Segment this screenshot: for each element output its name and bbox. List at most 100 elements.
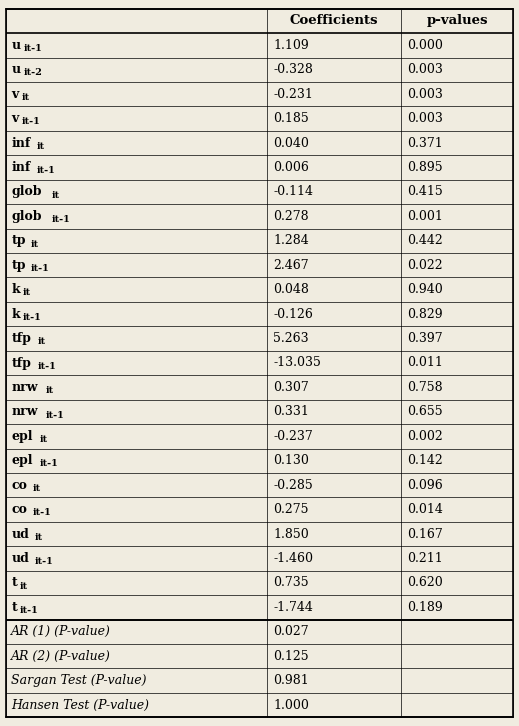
Text: t: t: [11, 576, 17, 590]
Text: it: it: [39, 435, 48, 444]
Text: 0.735: 0.735: [274, 576, 309, 590]
Text: it-1: it-1: [19, 606, 38, 615]
Text: it-1: it-1: [31, 264, 49, 273]
Text: it: it: [19, 582, 28, 590]
Text: it-1: it-1: [46, 410, 65, 420]
Text: 0.981: 0.981: [274, 674, 309, 687]
Text: 0.002: 0.002: [407, 430, 443, 443]
Text: 0.014: 0.014: [407, 503, 443, 516]
Text: glob: glob: [11, 185, 42, 198]
Text: it-1: it-1: [21, 118, 40, 126]
Text: nrw: nrw: [11, 381, 38, 394]
Text: AR (2) (P-value): AR (2) (P-value): [11, 650, 111, 663]
Text: 0.167: 0.167: [407, 528, 443, 541]
Text: 0.027: 0.027: [274, 625, 309, 638]
Text: epl: epl: [11, 454, 33, 468]
Text: it-1: it-1: [23, 313, 42, 322]
Text: it: it: [37, 142, 45, 151]
Text: -0.237: -0.237: [274, 430, 313, 443]
Text: tp: tp: [11, 234, 26, 248]
Text: it-1: it-1: [37, 166, 56, 175]
Text: 0.096: 0.096: [407, 478, 443, 492]
Text: 0.397: 0.397: [407, 332, 443, 345]
Text: -13.035: -13.035: [274, 356, 321, 370]
Text: u: u: [11, 39, 21, 52]
Text: 0.371: 0.371: [407, 136, 443, 150]
Text: 1.850: 1.850: [274, 528, 309, 541]
Text: it: it: [35, 533, 43, 542]
Text: 0.758: 0.758: [407, 381, 443, 394]
Text: Hansen Test (P-value): Hansen Test (P-value): [11, 698, 149, 711]
Text: t: t: [11, 601, 17, 614]
Text: 0.125: 0.125: [274, 650, 309, 663]
Text: 0.655: 0.655: [407, 405, 443, 418]
Text: -0.285: -0.285: [274, 478, 313, 492]
Text: 0.940: 0.940: [407, 283, 443, 296]
Text: 0.000: 0.000: [407, 39, 443, 52]
Text: ud: ud: [11, 552, 29, 565]
Text: 0.275: 0.275: [274, 503, 309, 516]
Text: 5.263: 5.263: [274, 332, 309, 345]
Text: it-1: it-1: [51, 215, 70, 224]
Text: -0.231: -0.231: [274, 88, 313, 101]
Text: 0.040: 0.040: [274, 136, 309, 150]
Text: it: it: [32, 484, 40, 493]
Text: 0.003: 0.003: [407, 88, 443, 101]
Text: epl: epl: [11, 430, 33, 443]
Text: ud: ud: [11, 528, 29, 541]
Text: 0.620: 0.620: [407, 576, 443, 590]
Text: 0.130: 0.130: [274, 454, 309, 468]
Text: it-1: it-1: [37, 362, 57, 371]
Text: 2.467: 2.467: [274, 258, 309, 272]
Text: 0.895: 0.895: [407, 161, 443, 174]
Text: Sargan Test (P-value): Sargan Test (P-value): [11, 674, 147, 687]
Text: it-1: it-1: [24, 44, 43, 53]
Text: 0.022: 0.022: [407, 258, 443, 272]
Text: it: it: [23, 288, 31, 298]
Text: -1.460: -1.460: [274, 552, 313, 565]
Text: Coefficients: Coefficients: [290, 15, 378, 28]
Text: 0.142: 0.142: [407, 454, 443, 468]
Text: 0.829: 0.829: [407, 308, 443, 321]
Text: 1.284: 1.284: [274, 234, 309, 248]
Text: nrw: nrw: [11, 405, 38, 418]
Text: 0.003: 0.003: [407, 112, 443, 125]
Text: 0.415: 0.415: [407, 185, 443, 198]
Text: 0.307: 0.307: [274, 381, 309, 394]
Text: k: k: [11, 283, 20, 296]
Text: inf: inf: [11, 136, 31, 150]
Text: it: it: [46, 386, 54, 395]
Text: 1.000: 1.000: [274, 698, 309, 711]
Text: tfp: tfp: [11, 332, 31, 345]
Text: 0.189: 0.189: [407, 601, 443, 614]
Text: 0.442: 0.442: [407, 234, 443, 248]
Text: co: co: [11, 503, 28, 516]
Text: u: u: [11, 63, 21, 76]
Text: 0.278: 0.278: [274, 210, 309, 223]
Text: 1.109: 1.109: [274, 39, 309, 52]
Text: tfp: tfp: [11, 356, 31, 370]
Text: it-2: it-2: [24, 68, 43, 78]
Text: v: v: [11, 112, 19, 125]
Text: v: v: [11, 88, 19, 101]
Text: 0.001: 0.001: [407, 210, 443, 223]
Text: -0.328: -0.328: [274, 63, 313, 76]
Text: 0.011: 0.011: [407, 356, 443, 370]
Text: 0.211: 0.211: [407, 552, 443, 565]
Text: 0.185: 0.185: [274, 112, 309, 125]
Text: it: it: [37, 338, 46, 346]
Text: 0.003: 0.003: [407, 63, 443, 76]
Text: AR (1) (P-value): AR (1) (P-value): [11, 625, 111, 638]
Text: it: it: [31, 240, 39, 248]
Text: co: co: [11, 478, 28, 492]
Text: 0.048: 0.048: [274, 283, 309, 296]
Text: it: it: [51, 191, 59, 200]
Text: inf: inf: [11, 161, 31, 174]
Text: p-values: p-values: [426, 15, 488, 28]
Text: it-1: it-1: [39, 460, 59, 468]
Text: -0.126: -0.126: [274, 308, 313, 321]
Text: 0.006: 0.006: [274, 161, 309, 174]
Text: it-1: it-1: [32, 508, 51, 518]
Text: tp: tp: [11, 258, 26, 272]
Text: glob: glob: [11, 210, 42, 223]
